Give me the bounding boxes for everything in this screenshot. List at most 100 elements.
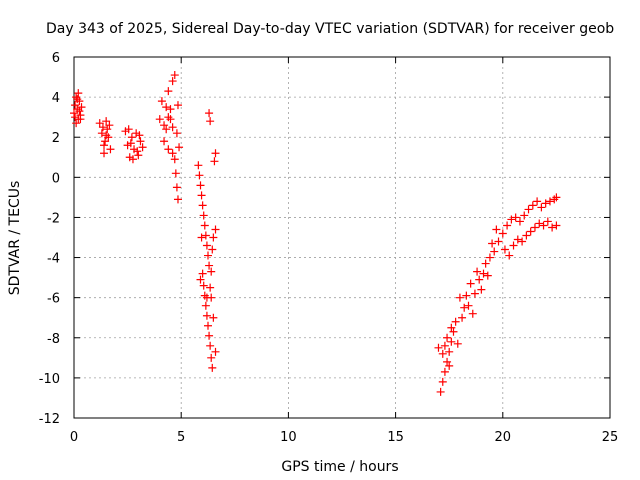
data-point <box>548 223 557 232</box>
x-tick-label: 25 <box>602 430 619 445</box>
data-point <box>170 155 179 164</box>
data-point <box>72 119 81 128</box>
data-point <box>164 87 173 96</box>
data-point <box>200 221 209 230</box>
data-point <box>462 291 471 300</box>
data-point <box>530 223 539 232</box>
data-point <box>72 93 81 102</box>
data-point <box>535 219 544 228</box>
data-point <box>196 181 205 190</box>
data-point <box>490 247 499 256</box>
data-point <box>449 327 458 336</box>
data-point <box>205 261 214 270</box>
y-tick-label: -2 <box>47 211 60 226</box>
data-point <box>434 343 443 352</box>
data-point <box>173 195 182 204</box>
data-point <box>468 309 477 318</box>
data-point <box>204 321 212 330</box>
data-point <box>202 311 211 320</box>
data-point <box>195 171 204 180</box>
data-point <box>464 301 473 310</box>
data-point <box>74 89 83 98</box>
data-point <box>164 113 173 122</box>
data-point <box>200 291 209 300</box>
data-point <box>206 283 215 292</box>
data-point <box>73 95 82 104</box>
data-point <box>550 195 559 204</box>
data-point <box>208 245 217 254</box>
data-point <box>475 275 484 284</box>
data-point <box>162 125 171 134</box>
data-point <box>201 231 210 240</box>
data-point <box>155 115 164 124</box>
data-point <box>168 149 177 158</box>
data-point <box>526 227 535 236</box>
data-point <box>445 347 454 356</box>
data-point <box>470 289 479 298</box>
x-axis-label: GPS time / hours <box>281 459 398 475</box>
data-point <box>162 103 171 112</box>
data-point <box>453 339 462 348</box>
data-point <box>197 191 206 200</box>
data-point <box>485 253 494 262</box>
data-point <box>513 235 522 244</box>
data-point <box>211 225 220 234</box>
data-point <box>194 161 203 170</box>
data-point <box>105 121 114 130</box>
data-point <box>445 361 454 370</box>
data-point <box>488 239 497 248</box>
data-point <box>443 333 452 342</box>
y-tick-label: -4 <box>47 252 60 267</box>
x-tick-label: 10 <box>280 430 297 445</box>
data-point <box>436 387 445 396</box>
data-point <box>100 149 109 158</box>
data-point <box>138 143 147 152</box>
data-point <box>204 251 212 260</box>
data-point <box>101 137 110 146</box>
y-axis-label: SDTVAR / TECUs <box>7 181 23 296</box>
data-point <box>127 133 136 142</box>
data-point <box>164 145 173 154</box>
data-point <box>70 109 78 118</box>
data-point <box>102 131 111 140</box>
data-point <box>455 293 464 302</box>
data-point <box>136 137 145 146</box>
y-tick-label: -12 <box>39 412 60 427</box>
y-tick-label: 6 <box>52 51 60 66</box>
data-point <box>102 117 111 126</box>
data-point <box>481 259 490 268</box>
data-point <box>135 131 144 140</box>
data-point <box>492 225 501 234</box>
data-point <box>528 201 537 210</box>
data-point <box>175 143 184 152</box>
data-point <box>500 245 509 254</box>
data-point <box>71 101 80 110</box>
data-point <box>160 121 169 130</box>
data-point <box>126 139 135 148</box>
y-tick-label: -6 <box>47 292 60 307</box>
data-point <box>447 337 456 346</box>
data-point <box>202 241 211 250</box>
data-point <box>507 215 516 224</box>
data-point <box>522 231 531 240</box>
data-point <box>160 137 169 146</box>
data-point <box>207 267 216 276</box>
data-point <box>451 317 460 326</box>
data-point <box>498 229 507 238</box>
data-point <box>197 233 206 242</box>
data-point <box>539 221 548 230</box>
x-tick-label: 0 <box>70 430 78 445</box>
data-point <box>168 77 177 86</box>
y-tick-label: -8 <box>47 332 60 347</box>
data-point <box>172 129 181 138</box>
data-point <box>196 275 205 284</box>
data-point <box>479 269 488 278</box>
data-point <box>172 183 181 192</box>
x-tick-label: 5 <box>177 430 185 445</box>
data-point <box>133 147 142 156</box>
data-point <box>97 129 106 138</box>
data-point <box>543 217 552 226</box>
data-point <box>98 123 107 132</box>
data-point <box>440 341 449 350</box>
